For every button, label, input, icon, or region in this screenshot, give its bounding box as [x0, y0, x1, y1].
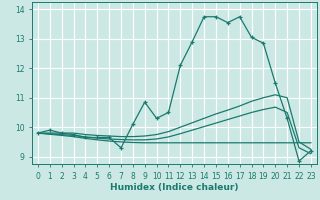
X-axis label: Humidex (Indice chaleur): Humidex (Indice chaleur) — [110, 183, 239, 192]
